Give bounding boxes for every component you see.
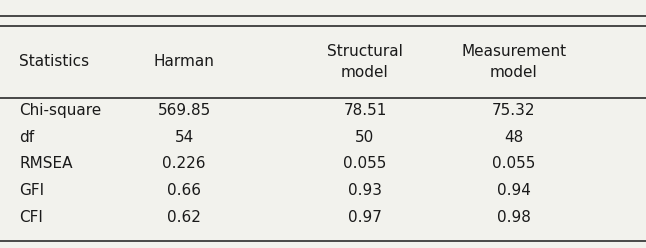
Text: 50: 50: [355, 130, 375, 145]
Text: model: model: [490, 65, 537, 80]
Text: GFI: GFI: [19, 183, 45, 198]
Text: 0.62: 0.62: [167, 210, 201, 225]
Text: model: model: [341, 65, 389, 80]
Text: 0.94: 0.94: [497, 183, 530, 198]
Text: Harman: Harman: [154, 55, 214, 69]
Text: Chi-square: Chi-square: [19, 103, 101, 118]
Text: Structural: Structural: [327, 44, 403, 59]
Text: 0.055: 0.055: [343, 156, 387, 171]
Text: 75.32: 75.32: [492, 103, 536, 118]
Text: 569.85: 569.85: [158, 103, 211, 118]
Text: 0.66: 0.66: [167, 183, 201, 198]
Text: Measurement: Measurement: [461, 44, 566, 59]
Text: 0.93: 0.93: [348, 183, 382, 198]
Text: 0.97: 0.97: [348, 210, 382, 225]
Text: CFI: CFI: [19, 210, 43, 225]
Text: 0.055: 0.055: [492, 156, 536, 171]
Text: 48: 48: [504, 130, 523, 145]
Text: 0.98: 0.98: [497, 210, 530, 225]
Text: RMSEA: RMSEA: [19, 156, 73, 171]
Text: df: df: [19, 130, 34, 145]
Text: Statistics: Statistics: [19, 55, 90, 69]
Text: 54: 54: [174, 130, 194, 145]
Text: 0.226: 0.226: [162, 156, 206, 171]
Text: 78.51: 78.51: [343, 103, 387, 118]
